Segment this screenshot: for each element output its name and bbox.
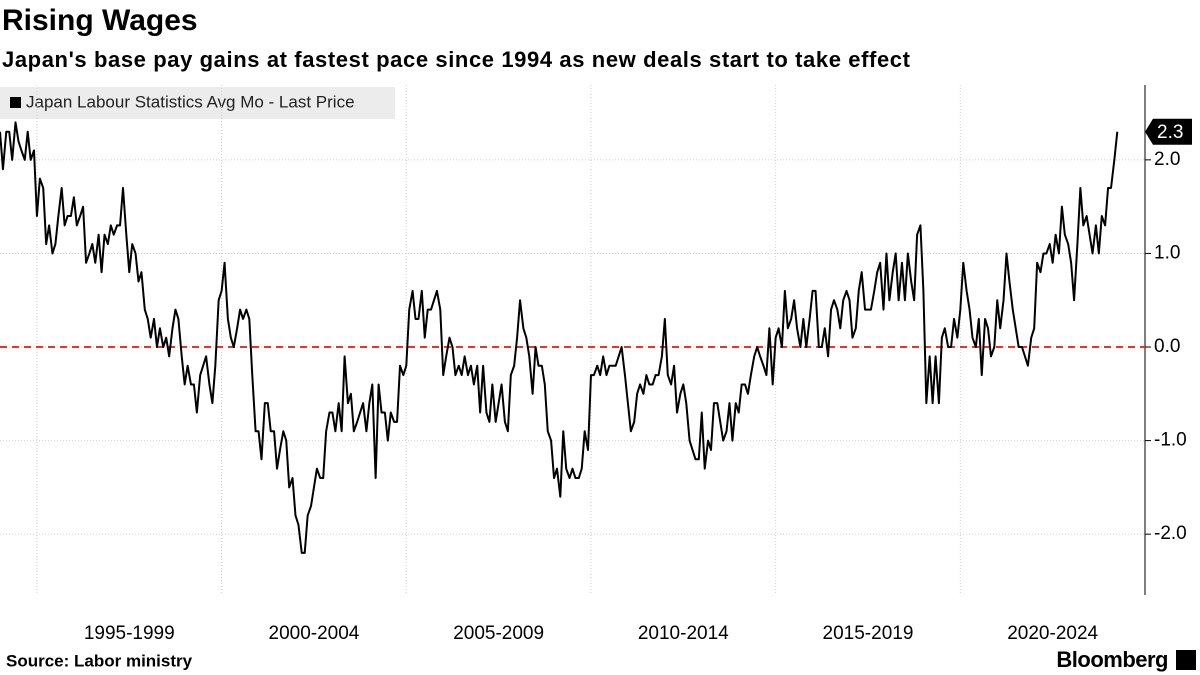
y-tick-label: 0.0 xyxy=(1154,336,1180,357)
x-tick-label: 2010-2014 xyxy=(638,623,729,644)
x-tick-label: 2020-2024 xyxy=(1007,623,1098,644)
last-price-label: 2.3 xyxy=(1157,122,1183,143)
brand: Bloomberg xyxy=(1056,647,1168,672)
legend-swatch xyxy=(10,97,21,108)
y-tick-label: -1.0 xyxy=(1154,430,1187,451)
last-price-flag xyxy=(1145,118,1192,145)
brand-icon xyxy=(1176,650,1196,670)
x-tick-label: 2015-2019 xyxy=(823,623,914,644)
x-tick-label: 2005-2009 xyxy=(453,623,544,644)
chart-subtitle: Japan's base pay gains at fastest pace s… xyxy=(2,47,911,72)
source: Source: Labor ministry xyxy=(6,651,193,670)
chart-title: Rising Wages xyxy=(2,4,198,37)
x-tick-label: 1995-1999 xyxy=(84,623,175,644)
legend-label: Japan Labour Statistics Avg Mo - Last Pr… xyxy=(26,92,355,111)
y-tick-label: 1.0 xyxy=(1154,242,1180,263)
line xyxy=(0,121,1119,554)
y-tick-label: 2.0 xyxy=(1154,149,1180,170)
x-tick-label: 2000-2004 xyxy=(269,623,360,644)
y-tick-label: -2.0 xyxy=(1154,523,1187,544)
legend-box xyxy=(0,87,395,119)
